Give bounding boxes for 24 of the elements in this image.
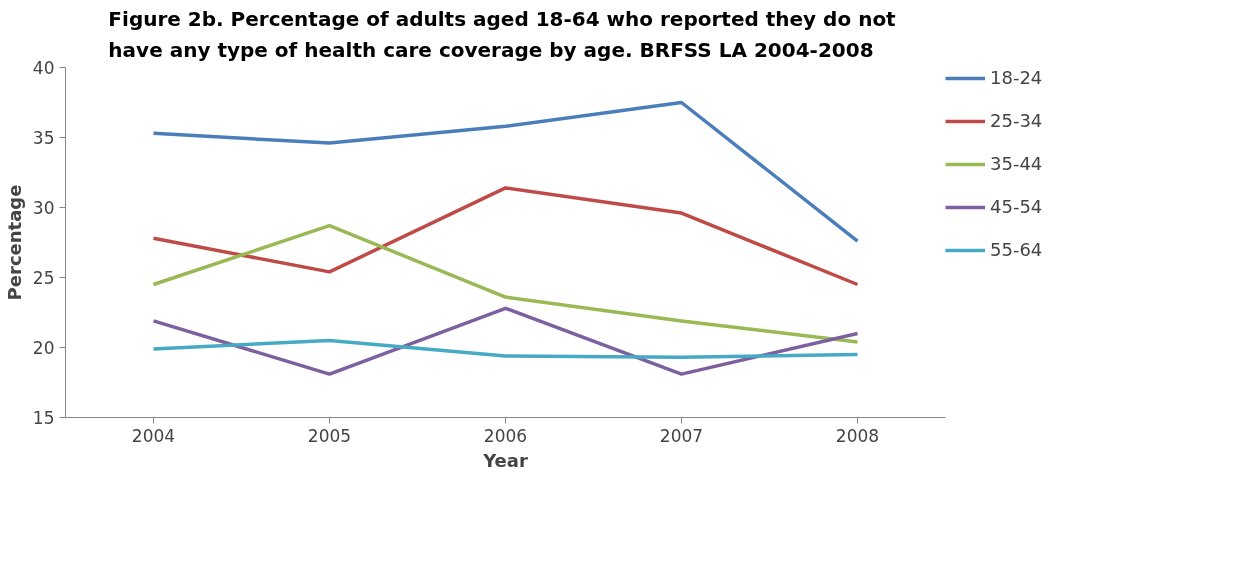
x-tick-label: 2007 xyxy=(659,425,704,446)
line-series xyxy=(151,306,860,376)
legend-label: 25-34 xyxy=(990,110,1043,131)
x-tick-label: 2008 xyxy=(835,425,880,446)
line-series xyxy=(151,100,860,243)
chart-title: Figure 2b. Percentage of adults aged 18-64 who reported they do not have any type of health care coverage by age. BRFSS LA 2004-2008 xyxy=(108,7,897,63)
line-series xyxy=(151,186,860,287)
legend-label: 35-44 xyxy=(990,153,1043,174)
legend-label: 18-24 xyxy=(990,67,1043,88)
x-tick-label: 2006 xyxy=(483,425,528,446)
line-series xyxy=(151,223,860,344)
x-axis-title: Year xyxy=(482,449,528,471)
x-tick-label: 2005 xyxy=(307,425,352,446)
legend-label: 55-64 xyxy=(990,239,1043,260)
y-tick-label: 35 xyxy=(32,128,55,148)
y-tick-label: 30 xyxy=(32,198,55,218)
x-tick-label: 2004 xyxy=(131,425,176,446)
y-tick-label: 25 xyxy=(32,268,55,288)
y-tick-label: 40 xyxy=(32,58,55,78)
y-axis-title: Percentage xyxy=(3,184,25,301)
y-tick-label: 15 xyxy=(32,408,55,428)
line-series xyxy=(151,338,860,360)
y-tick-label: 20 xyxy=(32,338,55,358)
legend-label: 45-54 xyxy=(990,196,1043,217)
